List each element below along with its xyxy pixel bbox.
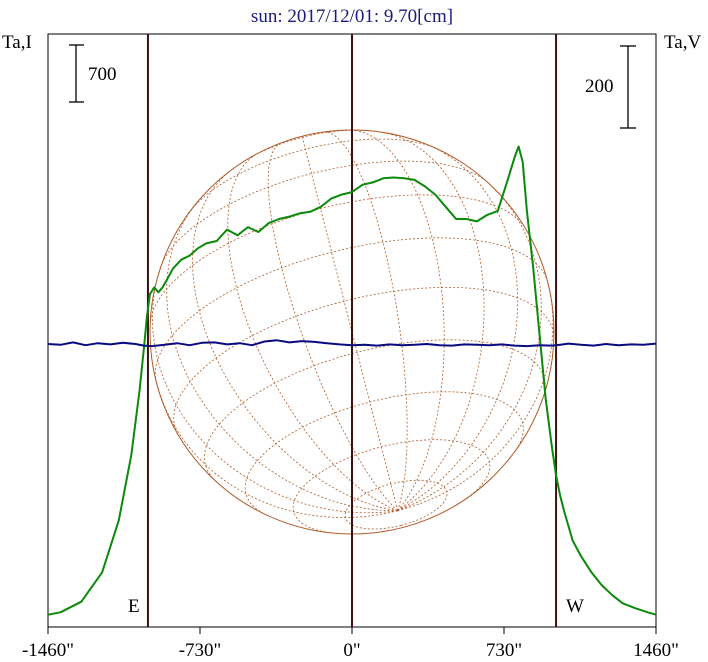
x-axis-ticks: -1460" -730" 0" 730" 1460" (22, 627, 679, 661)
x-tick-label: 0" (343, 640, 360, 661)
disk-meridian (192, 170, 398, 512)
solar-disk-grid (149, 129, 555, 535)
disk-parallel (150, 194, 525, 322)
chart-title: sun: 2017/12/01: 9.70[cm] (251, 6, 453, 27)
left-axis-label: Ta,I (2, 32, 32, 53)
x-tick-label: 730" (486, 640, 522, 661)
disk-meridian (227, 154, 398, 512)
series-lines (47, 145, 657, 616)
disk-parallel (292, 439, 491, 534)
disk-parallel (189, 138, 437, 212)
disk-meridian (267, 143, 398, 511)
disk-meridian (166, 201, 398, 512)
disk-parallel (344, 479, 448, 530)
disk-meridian (155, 381, 398, 519)
right-scale-bar (620, 45, 636, 129)
disk-meridian (397, 143, 519, 512)
disk-meridian (325, 131, 408, 511)
disk-parallel (203, 339, 546, 479)
left-scale-label: 700 (88, 64, 117, 85)
disk-parallel (154, 237, 549, 383)
east-limb-label: E (128, 596, 140, 617)
west-limb-label: W (566, 596, 584, 617)
disk-meridian (381, 131, 485, 512)
disk-parallel (173, 286, 555, 435)
stokes-v-line (47, 339, 657, 348)
x-tick-label: 1460" (633, 640, 679, 661)
disk-meridian (397, 182, 542, 512)
right-scale-label: 200 (585, 76, 614, 97)
right-axis-label: Ta,V (664, 32, 701, 53)
disk-meridian (352, 129, 445, 511)
x-tick-label: -1460" (22, 640, 74, 661)
disk-parallel (242, 129, 367, 163)
disk-meridian (301, 136, 398, 511)
vertical-markers (146, 34, 558, 627)
x-tick-label: -730" (179, 640, 222, 661)
disk-meridian (151, 266, 398, 514)
disk-parallel (244, 391, 524, 514)
disk-parallel (160, 160, 489, 267)
stokes-i-line (47, 145, 657, 616)
left-scale-bar (69, 44, 84, 103)
disk-meridian (397, 281, 554, 512)
